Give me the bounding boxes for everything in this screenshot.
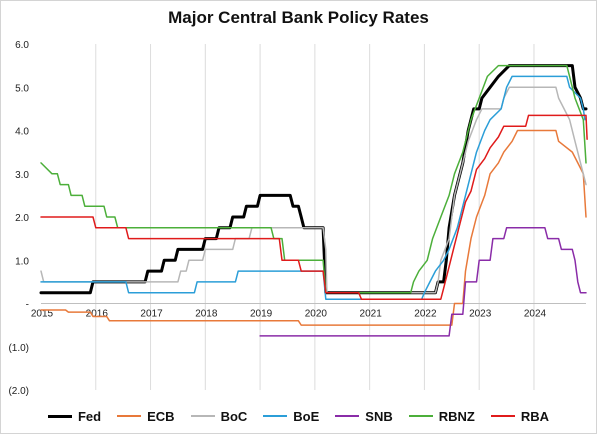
legend-label: SNB [365, 408, 393, 424]
x-tick-label: 2024 [524, 309, 547, 320]
x-tick-label: 2021 [360, 309, 383, 320]
series-line-boc [40, 86, 587, 294]
legend-item-rbnz: RBNZ [408, 408, 475, 424]
legend-swatch [263, 415, 288, 417]
legend-swatch [490, 415, 515, 417]
series-line-snb [259, 227, 587, 337]
legend-item-boc: BoC [190, 408, 248, 424]
legend-swatch [408, 415, 433, 417]
y-tick-label: 6.0 [15, 40, 29, 51]
gridlines [95, 44, 535, 390]
legend-label: RBNZ [438, 408, 475, 424]
series-line-fed [39, 64, 588, 295]
legend-label: RBA [520, 408, 550, 424]
legend-label: ECB [147, 408, 175, 424]
series-lines [39, 64, 588, 337]
legend-item-snb: SNB [335, 408, 393, 424]
x-tick-label: 2019 [250, 309, 273, 320]
y-tick-label: 4.0 [15, 127, 29, 138]
y-tick-label: 1.0 [15, 256, 29, 267]
legend: Fed ECB BoC BoE SNB RBNZ RBA [1, 405, 596, 427]
series-line-boe [40, 75, 586, 300]
chart-title: Major Central Bank Policy Rates [168, 8, 429, 27]
y-tick-label: 2.0 [15, 213, 29, 224]
y-tick-label: (2.0) [8, 386, 29, 397]
x-tick-label: 2020 [305, 309, 328, 320]
legend-swatch [47, 414, 72, 418]
series-line-rbnz [40, 64, 587, 294]
x-tick-label: 2022 [414, 309, 437, 320]
legend-label: Fed [77, 408, 102, 424]
series-line-rba [40, 114, 588, 300]
legend-item-fed: Fed [47, 408, 102, 424]
legend-label: BoC [220, 408, 248, 424]
y-tick-label: (1.0) [8, 343, 29, 354]
y-tick-label: 3.0 [15, 170, 29, 181]
x-tick-label: 2015 [31, 309, 54, 320]
axes: 6.0 5.0 4.0 3.0 2.0 1.0 - (1.0) (2.0) 2015 2016 201… [8, 40, 586, 397]
y-tick-label: 5.0 [15, 83, 29, 94]
x-tick-label: 2023 [469, 309, 492, 320]
x-tick-label: 2017 [140, 309, 163, 320]
legend-swatch [117, 415, 142, 417]
legend-item-rba: RBA [490, 408, 550, 424]
legend-label: BoE [293, 408, 320, 424]
series-line-ecb [40, 129, 587, 326]
legend-item-ecb: ECB [117, 408, 175, 424]
x-tick-label: 2016 [86, 309, 109, 320]
legend-swatch [190, 415, 215, 417]
legend-swatch [335, 415, 360, 417]
legend-item-boe: BoE [263, 409, 319, 424]
x-tick-label: 2018 [195, 309, 218, 320]
y-tick-label: - [26, 300, 29, 311]
